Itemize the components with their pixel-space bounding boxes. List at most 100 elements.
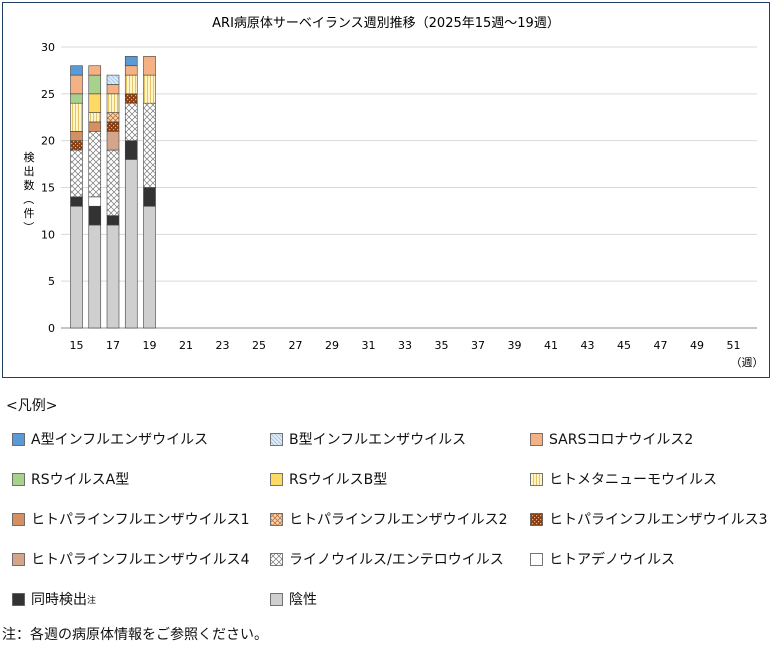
chart-frame: ARI病原体サーベイランス週別推移（2025年15週～19週） 0 5 10 15 20… (2, 2, 770, 378)
x-tick-label: 21 (179, 339, 193, 352)
x-tick-label: 19 (143, 339, 157, 352)
bar-segment-hpiv3-w15 (70, 140, 83, 151)
legend-label: ヒトパラインフルエンザウイルス4 (31, 552, 250, 568)
legend-swatch (12, 512, 25, 526)
bar-segment-rsva-w15 (70, 93, 83, 104)
x-tick-label: 45 (617, 339, 631, 352)
stacked-bar-chart: ARI病原体サーベイランス週別推移（2025年15週～19週） 0 5 10 15 20… (22, 16, 764, 369)
legend-swatch (530, 432, 543, 446)
legend-label: ヒトパラインフルエンザウイルス3 (549, 512, 768, 528)
bar-segment-rsva-w16 (88, 74, 102, 95)
bar-segment-coinf-w15 (70, 196, 83, 207)
bar-segment-hmpv-w16 (88, 112, 102, 123)
legend-swatch (530, 472, 543, 486)
bar-segment-hpiv4-w17 (106, 131, 120, 151)
legend-item-rhino: ライノウイルス/エンテロウイルス (270, 548, 504, 570)
legend-swatch (12, 592, 25, 606)
bar-segment-coinf-w16 (88, 205, 102, 226)
x-tick-label: 39 (508, 339, 522, 352)
legend-item-flua: A型インフルエンザウイルス (12, 428, 208, 450)
x-axis-unit: （週） (731, 356, 764, 369)
x-tick-label: 15 (70, 339, 84, 352)
bar-segment-hpiv1-w15 (70, 131, 83, 141)
bar-segment-rsvb-w16 (88, 93, 102, 113)
bar-segment-hmpv-w18 (124, 74, 138, 95)
legend-label: 同時検出 (31, 592, 87, 608)
legend-swatch (270, 552, 283, 566)
x-tick-label: 35 (435, 339, 449, 352)
legend-item-hpiv4: ヒトパラインフルエンザウイルス4 (12, 548, 250, 570)
bars (70, 56, 156, 329)
bar-segment-neg-w17 (106, 224, 120, 329)
y-axis-label-char: 検 (24, 150, 35, 164)
bar-segment-sars-w18 (124, 65, 138, 76)
bar-segment-rhino-w16 (88, 131, 102, 198)
x-tick-label: 51 (727, 339, 741, 352)
legend-swatch (530, 552, 543, 566)
chart-title: ARI病原体サーベイランス週別推移（2025年15週～19週） (212, 16, 560, 31)
legend-footnote-mark: 注 (87, 595, 97, 606)
legend-swatch (270, 592, 283, 606)
y-axis-label: 検出数 （ 件 ） (22, 150, 35, 233)
bar-segment-rhino-w17 (106, 149, 120, 216)
legend-item-hmpv: ヒトメタニューモウイルス (530, 468, 717, 490)
legend-label: ヒトパラインフルエンザウイルス2 (289, 512, 508, 528)
x-tick-label: 33 (398, 339, 412, 352)
y-tick-label: 15 (41, 182, 55, 195)
x-tick-label: 37 (471, 339, 485, 352)
legend-item-neg: 陰性 (270, 588, 317, 610)
legend-label: 陰性 (289, 592, 317, 608)
y-tick-label: 5 (48, 275, 55, 288)
legend: A型インフルエンザウイルス B型インフルエンザウイルス (12, 428, 772, 613)
bar-segment-coinf-w19 (143, 187, 156, 207)
legend-label: ヒトパラインフルエンザウイルス1 (31, 512, 250, 528)
bar-segment-sars-w19 (143, 56, 156, 76)
x-tick-label: 49 (690, 339, 704, 352)
footnote: 注：各週の病原体情報をご参照ください。 (2, 627, 268, 643)
y-tick-label: 0 (48, 322, 55, 335)
legend-caption: <凡例> (6, 398, 58, 414)
bar-segment-neg-w19 (143, 205, 156, 329)
x-tick-label: 41 (544, 339, 558, 352)
bar-segment-sars-w17 (106, 84, 120, 95)
x-tick-label: 31 (362, 339, 376, 352)
x-tick-label: 23 (216, 339, 230, 352)
legend-swatch (270, 472, 283, 486)
x-tick-label: 27 (289, 339, 303, 352)
bar-segment-flua-w18 (124, 56, 138, 67)
y-axis-label-char: 件 (24, 207, 35, 220)
x-tick-label: 29 (325, 339, 339, 352)
bar-segment-sars-w15 (70, 74, 83, 95)
legend-swatch (12, 472, 25, 486)
legend-item-hpiv2: ヒトパラインフルエンザウイルス2 (270, 508, 508, 530)
legend-item-rsva: RSウイルスA型 (12, 468, 129, 490)
y-tick-labels: 0 5 10 15 20 25 30 (41, 41, 55, 335)
y-tick-label: 10 (41, 228, 55, 241)
legend-swatch (270, 512, 283, 526)
legend-item-flub: B型インフルエンザウイルス (270, 428, 466, 450)
y-tick-label: 30 (41, 41, 55, 54)
bar-segment-hmpv-w17 (106, 93, 120, 113)
bar-segment-coinf-w18 (124, 140, 138, 160)
legend-swatch (530, 512, 543, 526)
bar-segment-hpiv1-w16 (88, 121, 102, 132)
legend-item-adeno: ヒトアデノウイルス (530, 548, 675, 570)
x-tick-labels: 15 17 19 21 23 25 27 29 31 33 35 37 39 41 43 45 47 49 51 (70, 339, 741, 352)
legend-label: RSウイルスA型 (31, 472, 130, 488)
bar-segment-coinf-w17 (106, 215, 120, 226)
bar-segment-sars-w16 (88, 65, 102, 76)
y-axis-label-char: （ (22, 194, 35, 205)
legend-item-coinf: 同時検出注 (12, 588, 96, 610)
bar-segment-rhino-w19 (143, 102, 156, 188)
bar-segment-rhino-w18 (124, 102, 138, 141)
legend-swatch (12, 432, 25, 446)
y-tick-label: 25 (41, 88, 55, 101)
grid-lines (61, 46, 757, 329)
legend-label: ヒトアデノウイルス (549, 552, 675, 568)
legend-swatch (270, 432, 283, 446)
y-axis-label-char: ） (22, 222, 35, 233)
legend-label: ヒトメタニューモウイルス (549, 472, 717, 488)
bar-segment-flua-w15 (70, 65, 83, 76)
bar-segment-hmpv-w15 (70, 102, 83, 132)
legend-item-hpiv3: ヒトパラインフルエンザウイルス3 (530, 508, 768, 530)
